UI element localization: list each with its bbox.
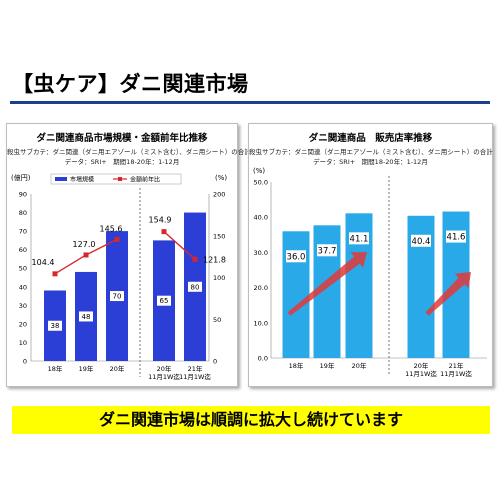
y-tick-label: 90 (19, 191, 27, 199)
yoy-point (52, 271, 58, 277)
store-bar-label-box (411, 234, 431, 247)
store-bar-label-box (446, 230, 466, 243)
conclusion-banner: ダニ関連市場は順調に拡大し続けています (12, 406, 490, 434)
y-tick-label: 30 (19, 302, 27, 310)
store-bar-label-box (286, 250, 306, 263)
y-tick-label: 50.0 (254, 179, 268, 187)
x-tick-label: 21年 11月1W迄 (179, 364, 211, 381)
y-tick-label: 10.0 (254, 319, 268, 327)
store-chart-subtitle-1: 殺虫サブカテ：ダニ関連（ダニ用エアゾール（ミスト含む）、ダニ用シート）の合計 (249, 148, 493, 156)
trend-arrow-icon (425, 271, 471, 316)
y-tick-label: 20.0 (254, 284, 268, 292)
y-tick-label: 80 (19, 209, 27, 217)
market-bar-label: 70 (113, 293, 122, 301)
x-tick-label: 20年 11月1W迄 (148, 364, 180, 381)
market-bar-label-box (48, 320, 62, 331)
store-bar-label: 40.4 (412, 237, 431, 247)
y-tick-label: 30.0 (254, 249, 268, 257)
market-chart-subtitle-2: データ：SRI+ 期間18-20年：1-12月 (64, 158, 180, 166)
y2-tick-label: 200 (213, 191, 225, 199)
y2-tick-label: 150 (213, 232, 225, 240)
market-bar-label-box (79, 311, 93, 322)
y2-tick-label: 100 (213, 274, 225, 282)
y-tick-label: 0.0 (258, 355, 268, 363)
store-bar-label: 36.0 (287, 252, 306, 262)
store-bar-label: 37.7 (318, 246, 337, 256)
market-size-panel: ダニ関連商品市場規模・金額前年比推移 殺虫サブカテ：ダニ関連（ダニ用エアゾール（… (6, 123, 251, 387)
market-bar-label-box (157, 295, 171, 306)
legend-label-market: 市場規模 (70, 176, 94, 184)
yoy-point (161, 229, 167, 235)
yoy-point (192, 256, 198, 262)
market-bar-label: 65 (160, 297, 169, 305)
market-chart-subtitle-1: 殺虫サブカテ：ダニ関連（ダニ用エアゾール（ミスト含む）、ダニ用シート）の合計 (7, 148, 251, 156)
legend-label-yoy: 金額前年比 (130, 176, 160, 184)
store-rate-panel: ダニ関連商品 販売店率推移 殺虫サブカテ：ダニ関連（ダニ用エアゾール（ミスト含む… (248, 123, 493, 387)
y2-tick-label: 50 (213, 316, 221, 324)
y-tick-label: 40 (19, 283, 27, 291)
yoy-label: 145.6 (100, 224, 123, 233)
yoy-label: 121.8 (203, 255, 226, 264)
market-bar-label-box (188, 281, 202, 292)
yoy-label: 104.4 (32, 258, 55, 267)
y2-tick-label: 0 (213, 358, 217, 366)
right-axis-unit: (%) (215, 174, 227, 182)
legend-marker-yoy (118, 177, 122, 181)
store-bar-label-box (317, 244, 337, 257)
x-tick-label: 19年 (79, 364, 94, 373)
slide-title: 【虫ケア】ダニ関連市場 (12, 72, 249, 96)
market-chart-title: ダニ関連商品市場規模・金額前年比推移 (36, 133, 208, 144)
title-rule (10, 101, 490, 104)
store-chart-subtitle-2: データ：SRI+ 期間18-20年：1-12月 (313, 158, 428, 166)
y-tick-label: 20 (19, 320, 27, 328)
yoy-line-ytd (163, 231, 196, 260)
store-rate-chart: (%) 0.0 10.0 20.0 30.0 40.0 50.0 36.0 37.7 41.1 40… (253, 167, 487, 378)
legend-swatch-market (55, 177, 67, 181)
y-tick-label: 60 (19, 246, 27, 254)
y-tick-label: 70 (19, 228, 27, 236)
y-axis-unit: (%) (253, 167, 265, 175)
x-tick-label: 20年 (110, 364, 125, 373)
y-tick-label: 50 (19, 265, 27, 273)
y-tick-label: 0 (23, 358, 27, 366)
yoy-label: 154.9 (149, 216, 172, 225)
left-axis-unit: (億円) (11, 173, 31, 182)
market-bar-label: 80 (191, 283, 200, 291)
x-tick-label: 21年 11月1W迄 (440, 361, 472, 378)
store-chart-title: ダニ関連商品 販売店率推移 (308, 133, 433, 144)
y-tick-label: 40.0 (254, 214, 268, 222)
market-bar-label: 48 (82, 313, 91, 321)
x-tick-label: 20年 (352, 361, 367, 370)
store-bar-label: 41.1 (350, 234, 369, 244)
market-bar-label: 38 (51, 322, 60, 330)
yoy-point (83, 252, 89, 258)
market-size-chart: (億円) (%) 0 10 20 30 40 50 60 70 80 90 0 50 100 150 200 市場… (11, 173, 227, 381)
store-bar-label: 41.6 (447, 233, 466, 243)
y-tick-label: 10 (19, 339, 27, 347)
x-tick-label: 20年 11月1W迄 (405, 361, 437, 378)
trend-arrow-icon (287, 251, 368, 316)
yoy-label: 127.0 (73, 240, 96, 249)
x-tick-label: 19年 (320, 361, 335, 370)
x-tick-label: 18年 (48, 364, 63, 373)
store-bar-label-box (349, 232, 369, 245)
market-bar-label-box (110, 291, 124, 302)
yoy-point (114, 236, 120, 242)
x-tick-label: 18年 (289, 361, 304, 370)
